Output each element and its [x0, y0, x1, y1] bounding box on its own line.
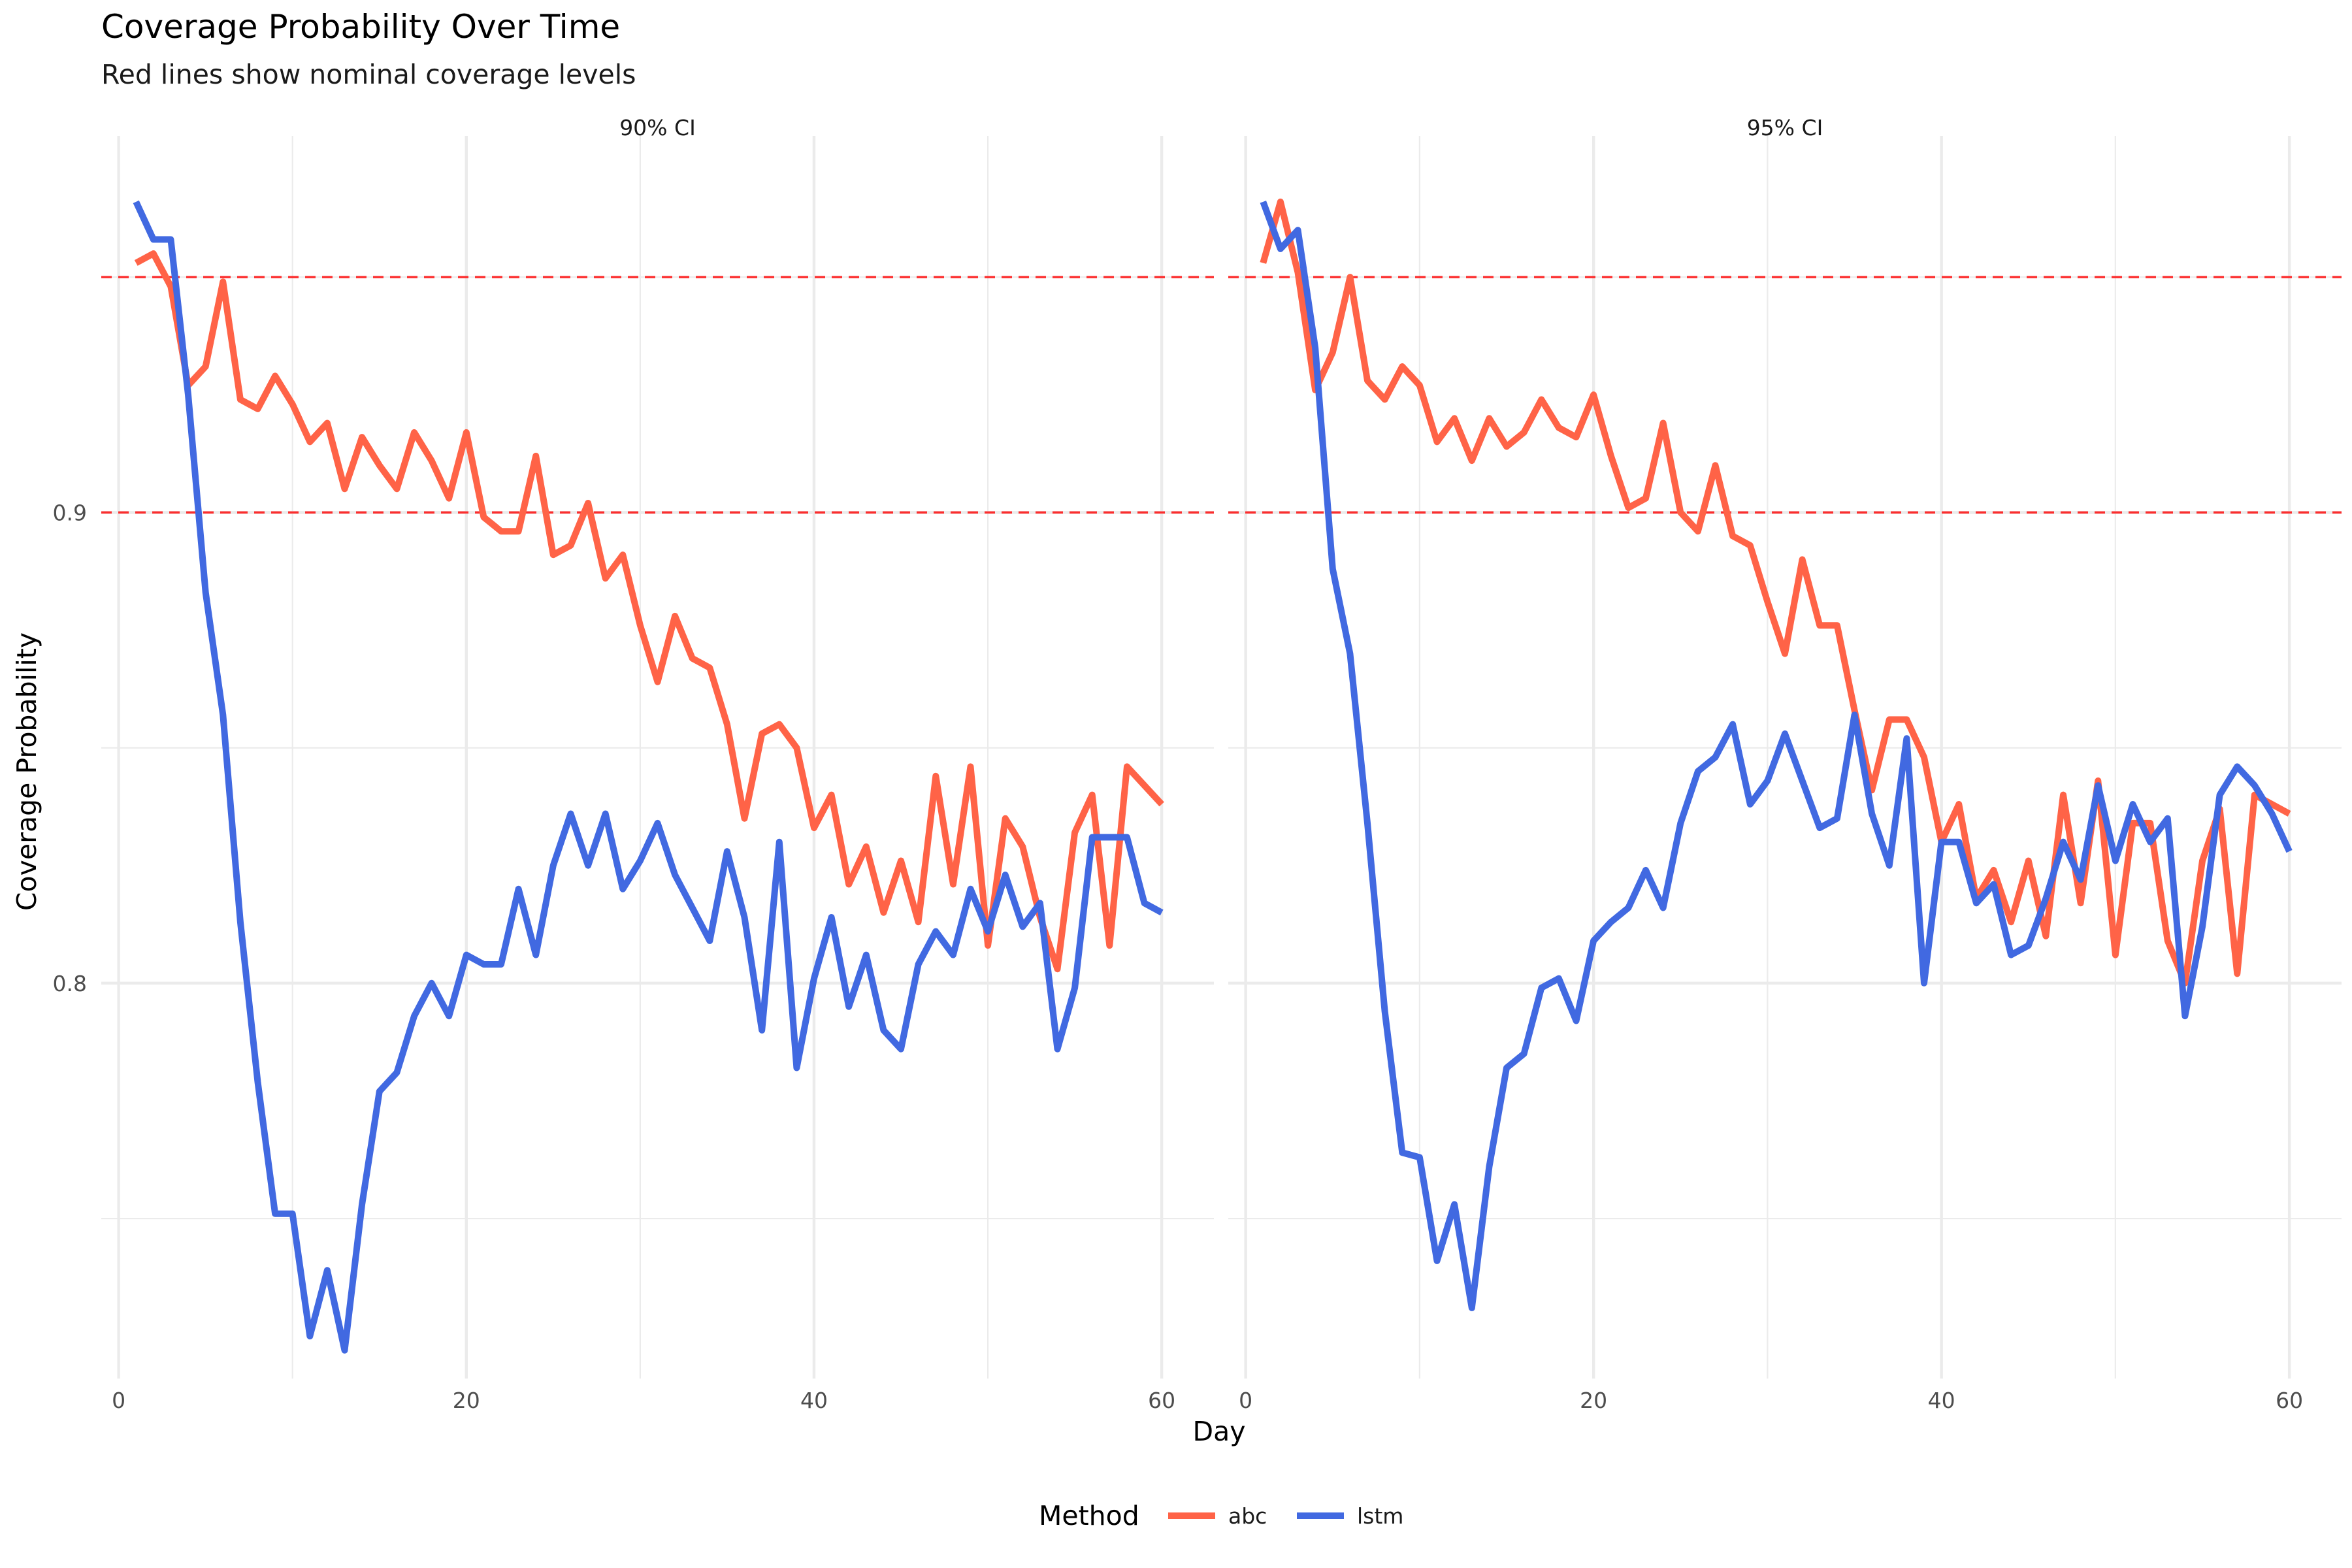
y-axis-title: Coverage Probability	[11, 632, 42, 911]
panels-layer: 90% CI 0 20 40 60 0.8 0.9 95% CI 0 20 40 60	[53, 115, 2342, 1413]
series-line-lstm	[1260, 201, 2293, 1311]
panel-2: 95% CI 0 20 40 60	[1228, 115, 2342, 1413]
legend-label-abc: abc	[1228, 1503, 1267, 1529]
x-axis-title: Day	[1193, 1416, 1246, 1447]
panel-strip-label: 90% CI	[619, 115, 696, 140]
chart-title: Coverage Probability Over Time	[101, 8, 620, 46]
legend-label-lstm: lstm	[1357, 1503, 1403, 1529]
x-tick-label: 20	[1580, 1388, 1607, 1413]
x-tick-label: 20	[453, 1388, 480, 1413]
series-line-lstm	[133, 200, 1164, 1354]
series-line-abc	[1260, 198, 2291, 987]
y-tick-label: 0.9	[53, 500, 87, 525]
x-tick-label: 0	[112, 1388, 125, 1413]
x-tick-label: 40	[1928, 1388, 1955, 1413]
x-tick-label: 0	[1239, 1388, 1252, 1413]
y-tick-label: 0.8	[53, 971, 87, 996]
x-tick-label: 60	[1148, 1388, 1175, 1413]
x-tick-label: 60	[2276, 1388, 2303, 1413]
legend: Method abc lstm	[1039, 1500, 1403, 1531]
legend-title: Method	[1039, 1500, 1139, 1531]
panel-strip-label: 95% CI	[1747, 115, 1823, 140]
chart-subtitle: Red lines show nominal coverage levels	[101, 59, 636, 90]
x-tick-label: 40	[800, 1388, 828, 1413]
series-line-abc	[134, 250, 1164, 973]
panel-1: 90% CI 0 20 40 60 0.8 0.9	[53, 115, 1214, 1413]
